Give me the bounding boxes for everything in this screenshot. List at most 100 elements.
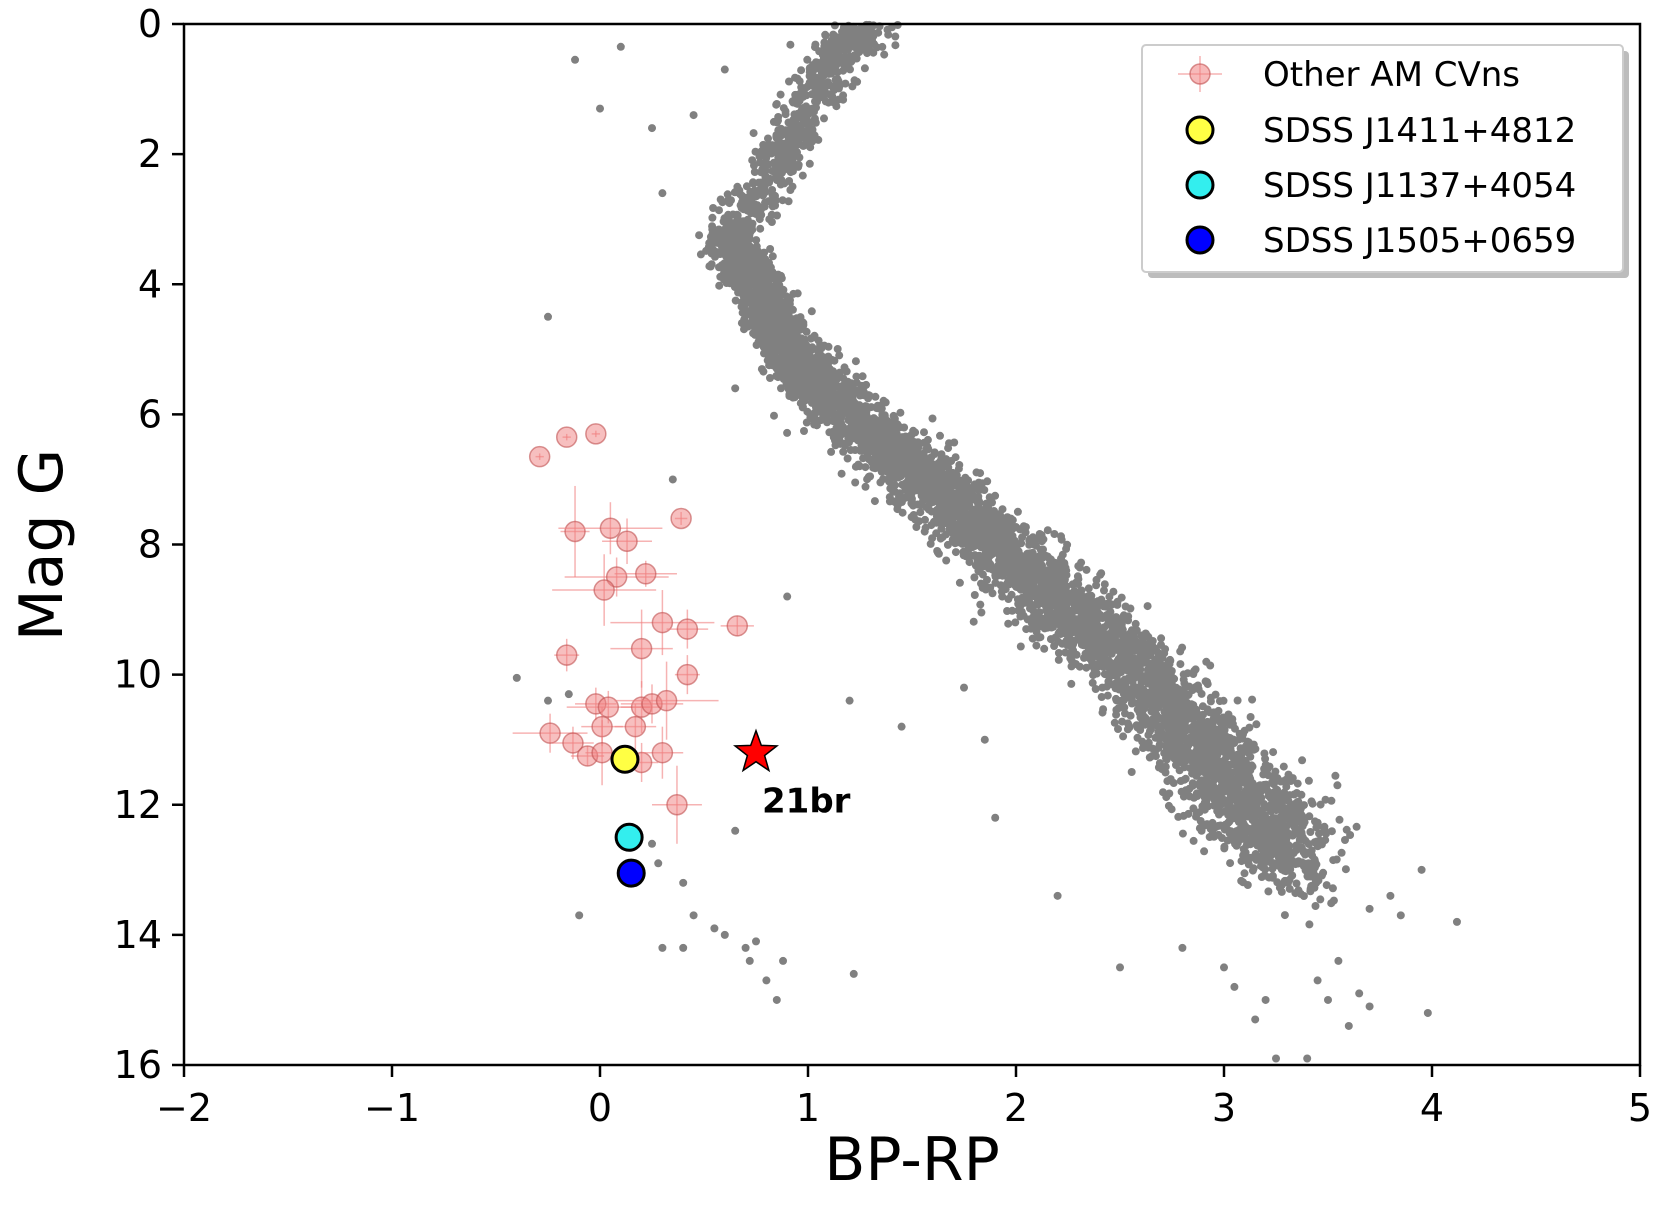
background-star xyxy=(1183,669,1192,678)
background-star xyxy=(1018,533,1027,542)
background-star xyxy=(1114,725,1122,733)
background-star xyxy=(1178,829,1187,838)
background-star xyxy=(1220,844,1229,853)
background-star xyxy=(1110,718,1119,727)
background-star xyxy=(1240,756,1249,765)
background-star xyxy=(1050,642,1059,650)
background-star xyxy=(1179,675,1188,684)
background-star xyxy=(1203,820,1212,829)
background-star xyxy=(1122,639,1131,648)
background-star xyxy=(799,318,808,327)
background-star xyxy=(861,463,870,472)
background-star xyxy=(909,473,918,481)
background-star xyxy=(1232,841,1241,850)
background-star xyxy=(951,470,960,479)
background-star xyxy=(1276,777,1285,786)
background-star xyxy=(695,231,704,240)
background-star xyxy=(1184,711,1193,720)
background-star xyxy=(1105,592,1114,601)
background-star xyxy=(708,213,717,222)
background-star xyxy=(1199,710,1207,719)
background-star xyxy=(1279,762,1288,771)
background-star xyxy=(777,384,785,393)
background-star xyxy=(1098,598,1107,607)
background-star xyxy=(1181,733,1190,742)
background-star xyxy=(1134,692,1143,701)
background-star xyxy=(1261,865,1270,874)
background-star xyxy=(1195,808,1204,817)
background-star xyxy=(1188,781,1197,790)
background-star xyxy=(1100,586,1108,595)
background-star xyxy=(1103,691,1112,700)
background-star xyxy=(1231,778,1240,787)
background-star xyxy=(1191,720,1200,729)
background-star xyxy=(1304,776,1313,785)
background-star xyxy=(973,554,982,563)
background-star xyxy=(1213,796,1222,805)
background-star xyxy=(1327,899,1336,908)
background-star xyxy=(1084,584,1093,593)
background-star xyxy=(1032,641,1041,650)
background-star xyxy=(951,502,959,511)
background-star xyxy=(1013,507,1022,516)
background-star xyxy=(1152,683,1161,692)
background-star xyxy=(1264,887,1273,896)
background-star xyxy=(1199,784,1208,793)
background-star xyxy=(731,296,740,305)
background-star xyxy=(861,482,870,491)
background-star xyxy=(1341,836,1349,844)
background-star xyxy=(1129,655,1137,664)
background-star xyxy=(1092,575,1101,584)
background-star xyxy=(1294,857,1303,866)
background-star xyxy=(858,422,867,431)
background-star xyxy=(1176,660,1185,669)
background-star xyxy=(785,392,794,400)
background-star xyxy=(1225,816,1234,825)
background-star xyxy=(994,561,1002,570)
background-star xyxy=(1022,625,1031,634)
background-star xyxy=(920,428,928,437)
background-star xyxy=(792,314,801,323)
background-star xyxy=(1044,592,1053,601)
background-star xyxy=(1118,717,1127,726)
background-star xyxy=(930,450,939,458)
background-star xyxy=(1301,849,1310,858)
background-star xyxy=(1194,681,1202,690)
background-star xyxy=(1248,788,1257,797)
background-star xyxy=(1145,691,1154,700)
background-star xyxy=(1035,568,1044,577)
background-star xyxy=(1204,802,1213,811)
background-star xyxy=(1265,856,1274,864)
background-star xyxy=(851,478,860,487)
background-star xyxy=(1204,746,1213,755)
background-star xyxy=(1011,618,1020,627)
background-star xyxy=(1202,754,1211,763)
background-star xyxy=(981,544,990,553)
background-star xyxy=(1030,540,1039,549)
background-star xyxy=(1049,622,1058,631)
background-star xyxy=(1269,748,1278,757)
background-star xyxy=(933,466,942,475)
background-star xyxy=(937,450,946,459)
background-star xyxy=(1246,752,1255,761)
background-star xyxy=(1127,687,1136,696)
background-star xyxy=(789,289,798,298)
background-star xyxy=(1118,703,1127,711)
background-star xyxy=(1099,705,1108,714)
background-star xyxy=(1249,809,1258,818)
background-star xyxy=(1008,568,1017,577)
background-star xyxy=(1304,840,1313,848)
background-star xyxy=(1193,792,1202,800)
background-star xyxy=(1252,720,1261,729)
background-star xyxy=(781,351,790,360)
background-star xyxy=(1290,829,1299,838)
background-star xyxy=(1331,771,1340,780)
background-star xyxy=(855,434,863,443)
background-star xyxy=(1037,537,1046,546)
background-star xyxy=(831,436,839,445)
background-star xyxy=(942,556,951,565)
background-star xyxy=(856,446,865,455)
background-star xyxy=(1287,807,1296,816)
background-star xyxy=(1341,865,1350,874)
background-star xyxy=(1159,662,1168,671)
